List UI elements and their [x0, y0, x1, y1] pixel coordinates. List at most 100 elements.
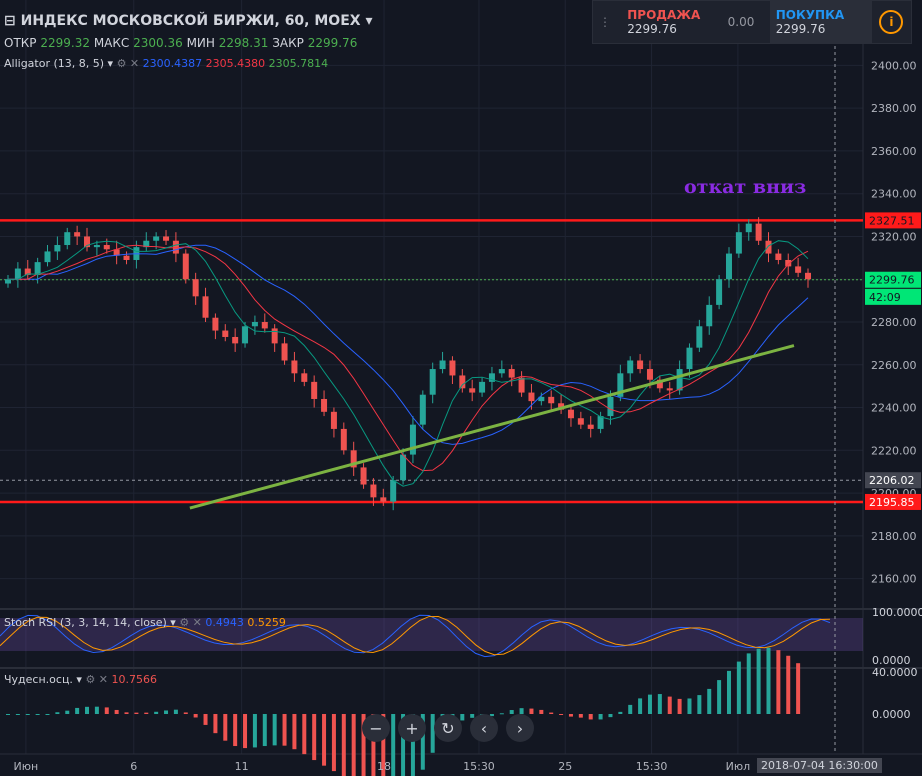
- ao-bar: [381, 714, 386, 776]
- alligator-lips-line: [8, 240, 809, 487]
- scroll-left-button[interactable]: ‹: [470, 714, 498, 742]
- buy-value: 2299.76: [775, 22, 826, 36]
- candle-body: [518, 377, 525, 393]
- stoch-lines: [0, 614, 831, 658]
- ao-label[interactable]: Чудесн.осц.: [4, 673, 73, 686]
- alligator-label[interactable]: Alligator (13, 8, 5): [4, 57, 105, 70]
- resistance-price-label-bg: [865, 212, 921, 229]
- chevron-down-icon[interactable]: ▾: [365, 13, 373, 29]
- resistance-price-label: 2327.51: [869, 214, 915, 227]
- zoom-in-button[interactable]: +: [398, 714, 426, 742]
- candle-body: [538, 396, 545, 402]
- alligator-teeth-line: [8, 244, 809, 472]
- candle-body: [251, 322, 258, 327]
- ao-bar: [75, 707, 80, 714]
- ao-bar: [608, 714, 613, 718]
- ao-bar: [786, 655, 791, 714]
- ao-bar: [6, 714, 10, 715]
- alligator-lines: [8, 240, 809, 487]
- y-tick-label: 2240.00: [871, 402, 917, 415]
- ao-bar: [164, 710, 169, 714]
- chevron-down-icon[interactable]: ▾: [76, 673, 82, 686]
- ao-bar: [401, 714, 406, 776]
- ao-bar: [776, 650, 781, 714]
- candle-body: [676, 369, 683, 391]
- chart-title-row[interactable]: ⊟ ИНДЕКС МОСКОВСКОЙ БИРЖИ, 60, MOEX ▾: [4, 13, 372, 29]
- ao-bar: [262, 714, 267, 747]
- ao-bar: [647, 694, 652, 714]
- chevron-down-icon[interactable]: ▾: [107, 57, 114, 70]
- ao-bar: [25, 714, 30, 715]
- x-tick-label: Июн: [14, 760, 39, 773]
- candle-body: [528, 392, 535, 402]
- ao-bar: [707, 688, 712, 714]
- candle-body: [686, 347, 693, 370]
- candle-body: [805, 272, 811, 280]
- ao-bar: [499, 713, 504, 715]
- ao-bar: [252, 714, 257, 748]
- ao-bar: [35, 714, 40, 715]
- ao-bar: [628, 704, 633, 714]
- ao-bar: [292, 714, 297, 750]
- collapse-icon[interactable]: ⊟: [4, 13, 16, 29]
- candle-body: [656, 379, 663, 389]
- settings-icon[interactable]: ⚙ ✕: [85, 673, 109, 686]
- candle-body: [281, 343, 288, 361]
- horizontal-levels[interactable]: [0, 219, 863, 504]
- y-tick-label: 2260.00: [871, 359, 917, 372]
- candle-body: [24, 268, 31, 275]
- stoch-legend[interactable]: Stoch RSI (3, 3, 14, 14, close) ▾ ⚙ ✕ 0.…: [4, 616, 286, 629]
- ao-bar: [15, 714, 20, 715]
- ao-bar: [351, 714, 356, 776]
- sell-button[interactable]: ПРОДАЖА 2299.76: [621, 1, 721, 43]
- drag-handle-icon[interactable]: ⋮: [599, 15, 611, 29]
- stoch-label[interactable]: Stoch RSI (3, 3, 14, 14, close): [4, 616, 167, 629]
- candle-body: [172, 240, 179, 254]
- candle-body: [567, 409, 574, 419]
- time-axis[interactable]: Июн 6 11 18 15:30 25 15:30 Июл: [14, 760, 751, 773]
- alligator-legend[interactable]: Alligator (13, 8, 5) ▾ ⚙ ✕ 2300.4387 230…: [4, 57, 328, 70]
- trendline[interactable]: [189, 344, 795, 510]
- chevron-down-icon[interactable]: ▾: [170, 616, 176, 629]
- settings-icon[interactable]: ⚙ ✕: [116, 57, 140, 70]
- ao-bar: [223, 714, 228, 741]
- ao-bar: [391, 714, 396, 776]
- annotation-text[interactable]: откат вниз: [684, 176, 807, 198]
- ao-bar: [85, 706, 90, 714]
- ao-bar: [233, 714, 238, 747]
- ao-bar: [420, 714, 425, 770]
- info-icon[interactable]: i: [872, 1, 911, 43]
- candle-body: [93, 245, 100, 248]
- ao-bar: [638, 698, 643, 714]
- trade-panel: ⋮ ПРОДАЖА 2299.76 0.00 ПОКУПКА 2299.76 i: [592, 0, 912, 44]
- buy-button[interactable]: ПОКУПКА 2299.76: [769, 1, 872, 43]
- stoch-d-line: [0, 615, 831, 656]
- candle-body: [716, 279, 723, 305]
- x-tick-label: 11: [235, 760, 249, 773]
- alligator-lips-value: 2305.7814: [268, 57, 329, 70]
- ao-bar: [677, 698, 682, 714]
- zoom-out-button[interactable]: −: [362, 714, 390, 742]
- ao-bar: [371, 714, 376, 776]
- candle-body: [666, 388, 673, 391]
- sell-label: ПРОДАЖА: [627, 8, 701, 22]
- settings-icon[interactable]: ⚙ ✕: [179, 616, 202, 629]
- ohlc-high-value: 2300.36: [133, 36, 183, 50]
- ao-bar: [766, 647, 771, 714]
- ao-bar: [598, 714, 603, 720]
- candle-body: [14, 268, 21, 280]
- chart-title[interactable]: ИНДЕКС МОСКОВСКОЙ БИРЖИ, 60, MOEX: [20, 13, 361, 29]
- scroll-right-button[interactable]: ›: [506, 714, 534, 742]
- candle-body: [459, 375, 466, 389]
- candle-body: [775, 253, 782, 260]
- reset-icon[interactable]: ↻: [434, 714, 462, 742]
- last-price-label-bg: [865, 271, 921, 288]
- ao-bar: [736, 661, 741, 714]
- ao-bar: [470, 714, 475, 718]
- candle-body: [400, 454, 407, 481]
- ao-legend[interactable]: Чудесн.осц. ▾ ⚙ ✕ 10.7566: [4, 673, 157, 686]
- y-tick-label: 2400.00: [871, 59, 917, 72]
- candle-body: [696, 326, 703, 348]
- x-tick-label: 15:30: [463, 760, 495, 773]
